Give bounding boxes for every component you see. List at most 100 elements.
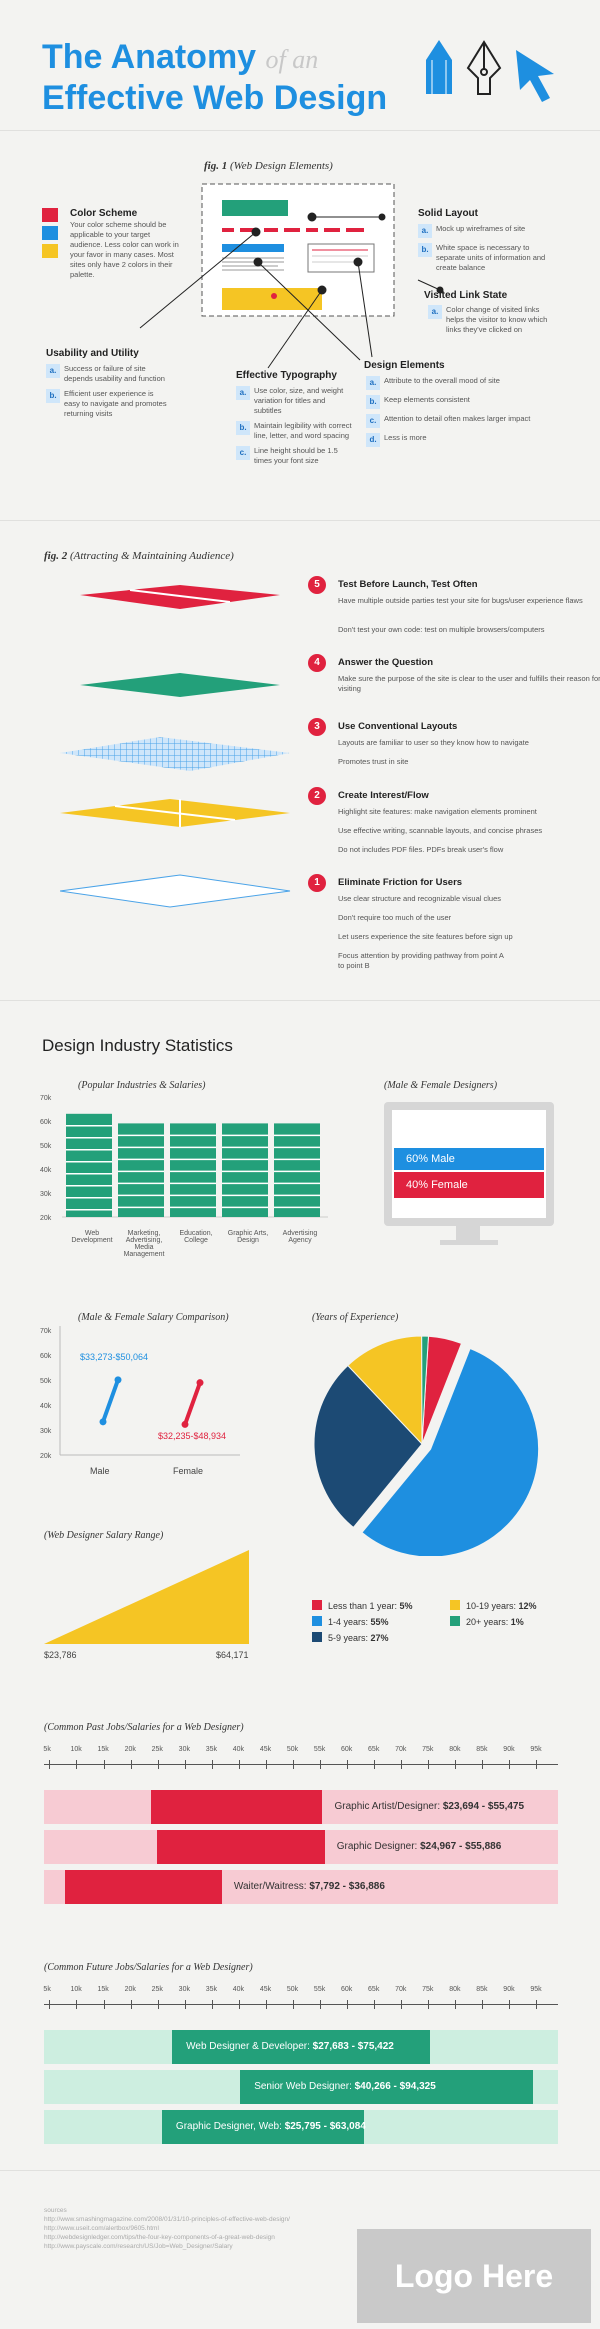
cursor-icon [516, 50, 554, 102]
axis-tick [401, 1760, 403, 1769]
legend-label: 1-4 years: [328, 1617, 371, 1627]
legend-swatch [450, 1616, 460, 1626]
axis-tick-label: 60k [340, 1986, 353, 1993]
point [99, 1418, 107, 1426]
source-link[interactable]: http://www.payscale.com/research/US/Job=… [44, 2243, 233, 2250]
range-label: Senior Web Designer: $40,266 - $94,325 [254, 2081, 436, 2092]
layer-2 [60, 799, 290, 827]
point [114, 1376, 122, 1384]
bar [118, 1123, 164, 1217]
range-label: Graphic Designer: $24,967 - $55,886 [337, 1841, 502, 1852]
axis-tick-label: 90k [503, 1746, 515, 1753]
axis-tick [319, 2000, 321, 2009]
male-line [101, 1379, 120, 1423]
stats-title: Design Industry Statistics [42, 1036, 233, 1055]
range-title: Web Designer & Developer: [186, 2041, 313, 2052]
axis-tick-label: 15k [97, 1986, 109, 1993]
legend-item: Less than 1 year: 5% [312, 1600, 413, 1611]
pie-slice [361, 1347, 540, 1556]
axis-tick [536, 1760, 538, 1769]
axis-tick [536, 2000, 538, 2009]
visited-list: a. Color change of visited links helps th… [428, 305, 558, 335]
range-title: Graphic Artist/Designer: [334, 1801, 443, 1812]
y-tick-label: 70k [40, 1328, 52, 1335]
source-link[interactable]: http://www.useit.com/alertbox/9605.html [44, 2225, 159, 2232]
axis-tick-label: 55k [313, 1746, 326, 1753]
male-range: $33,273-$50,064 [80, 1352, 149, 1362]
axis-tick-label: 95k [530, 1746, 542, 1753]
range-value: $24,967 - $55,886 [420, 1841, 502, 1852]
fig1-label: fig. 1 (Web Design Elements) [204, 160, 333, 172]
legend-label: 20+ years: [466, 1617, 511, 1627]
axis-tick-label: 85k [476, 1986, 488, 1993]
axis-tick [509, 1760, 511, 1769]
pen-nib-icon [466, 40, 502, 95]
axis-line [44, 1764, 558, 1765]
bar [66, 1113, 112, 1217]
y-tick-label: 40k [40, 1167, 52, 1174]
legend-swatch [312, 1632, 322, 1642]
axis-tick [346, 1760, 348, 1769]
legend-swatch [312, 1616, 322, 1626]
axis-tick-label: 65k [368, 1746, 380, 1753]
axis-tick [211, 1760, 213, 1769]
y-tick-label: 60k [40, 1353, 52, 1360]
layer-1 [60, 874, 291, 908]
color-scheme-text: Your color scheme should be applicable t… [70, 220, 179, 279]
salary-high: $64,171 [216, 1650, 249, 1660]
legend-value: 55% [370, 1617, 389, 1627]
axis-tick-label: 40k [232, 1746, 245, 1753]
cat-label: Education, College [179, 1230, 213, 1244]
color-scheme-title: Color Scheme [70, 208, 138, 219]
y-tick-label: 50k [40, 1143, 52, 1150]
range-bar [172, 2030, 431, 2064]
source-link[interactable]: http://www.smashingmagazine.com/2008/01/… [44, 2216, 290, 2223]
legend-swatch [312, 1600, 322, 1610]
axis-tick [319, 1760, 321, 1769]
axis-tick [157, 2000, 159, 2009]
design-elements-title: Design Elements [364, 360, 445, 371]
axis-tick-label: 40k [232, 1986, 245, 1993]
range-title: Graphic Designer: [336, 1841, 421, 1852]
pencil-icon [426, 40, 452, 94]
industries-chart: 70k 60k 50k 40k 30k 20k [40, 1095, 328, 1222]
legend-label: 5-9 years: [328, 1633, 371, 1643]
axis-tick [401, 2000, 403, 2009]
range-title: Senior Web Designer: [254, 2081, 355, 2092]
y-tick-label: 70k [40, 1095, 52, 1102]
axis-tick-label: 50k [286, 1986, 299, 1993]
industries-caption: (Popular Industries & Salaries) [78, 1080, 206, 1091]
typography-title: Effective Typography [236, 370, 337, 381]
axis-tick-label: 20k [124, 1986, 136, 1993]
solid-layout-title: Solid Layout [418, 208, 478, 219]
layer-3 [60, 737, 290, 771]
axis-tick-label: 30k [178, 1746, 190, 1753]
axis-tick-label: 70k [395, 1986, 407, 1993]
axis-tick [76, 1760, 78, 1769]
range-label: Waiter/Waitress: $7,792 - $36,886 [234, 1881, 385, 1892]
axis-tick-label: 75k [422, 1746, 434, 1753]
layer-5 [80, 585, 280, 609]
source-link[interactable]: http://webdesignledger.com/tips/the-four… [44, 2234, 275, 2241]
axis-tick [238, 2000, 240, 2009]
range-label: Graphic Artist/Designer: $23,694 - $55,4… [335, 1801, 525, 1812]
page-title: The Anatomy of an Effective Web Design [42, 38, 387, 117]
axis-tick-label: 20k [124, 1746, 136, 1753]
layer-4 [80, 673, 280, 697]
y-tick-label: 30k [40, 1191, 52, 1198]
bar [170, 1123, 216, 1217]
axis-tick [455, 1760, 457, 1769]
male-share: 60% Male [394, 1148, 544, 1170]
title-line2: Effective Web Design [42, 79, 388, 117]
axis-tick-label: 10k [70, 1986, 82, 1993]
monitor: 60% Male 40% Female [384, 1102, 554, 1226]
swatch-blue [42, 226, 58, 240]
axis-tick [455, 2000, 457, 2009]
axis-tick-label: 75k [422, 1986, 434, 1993]
range-title: Graphic Designer, Web: [175, 2121, 285, 2132]
swatch-yellow [42, 244, 58, 258]
axis-tick [428, 1760, 430, 1769]
axis-tick [482, 1760, 484, 1769]
range-bar [240, 2070, 533, 2104]
axis-tick-label: 25k [151, 1746, 163, 1753]
